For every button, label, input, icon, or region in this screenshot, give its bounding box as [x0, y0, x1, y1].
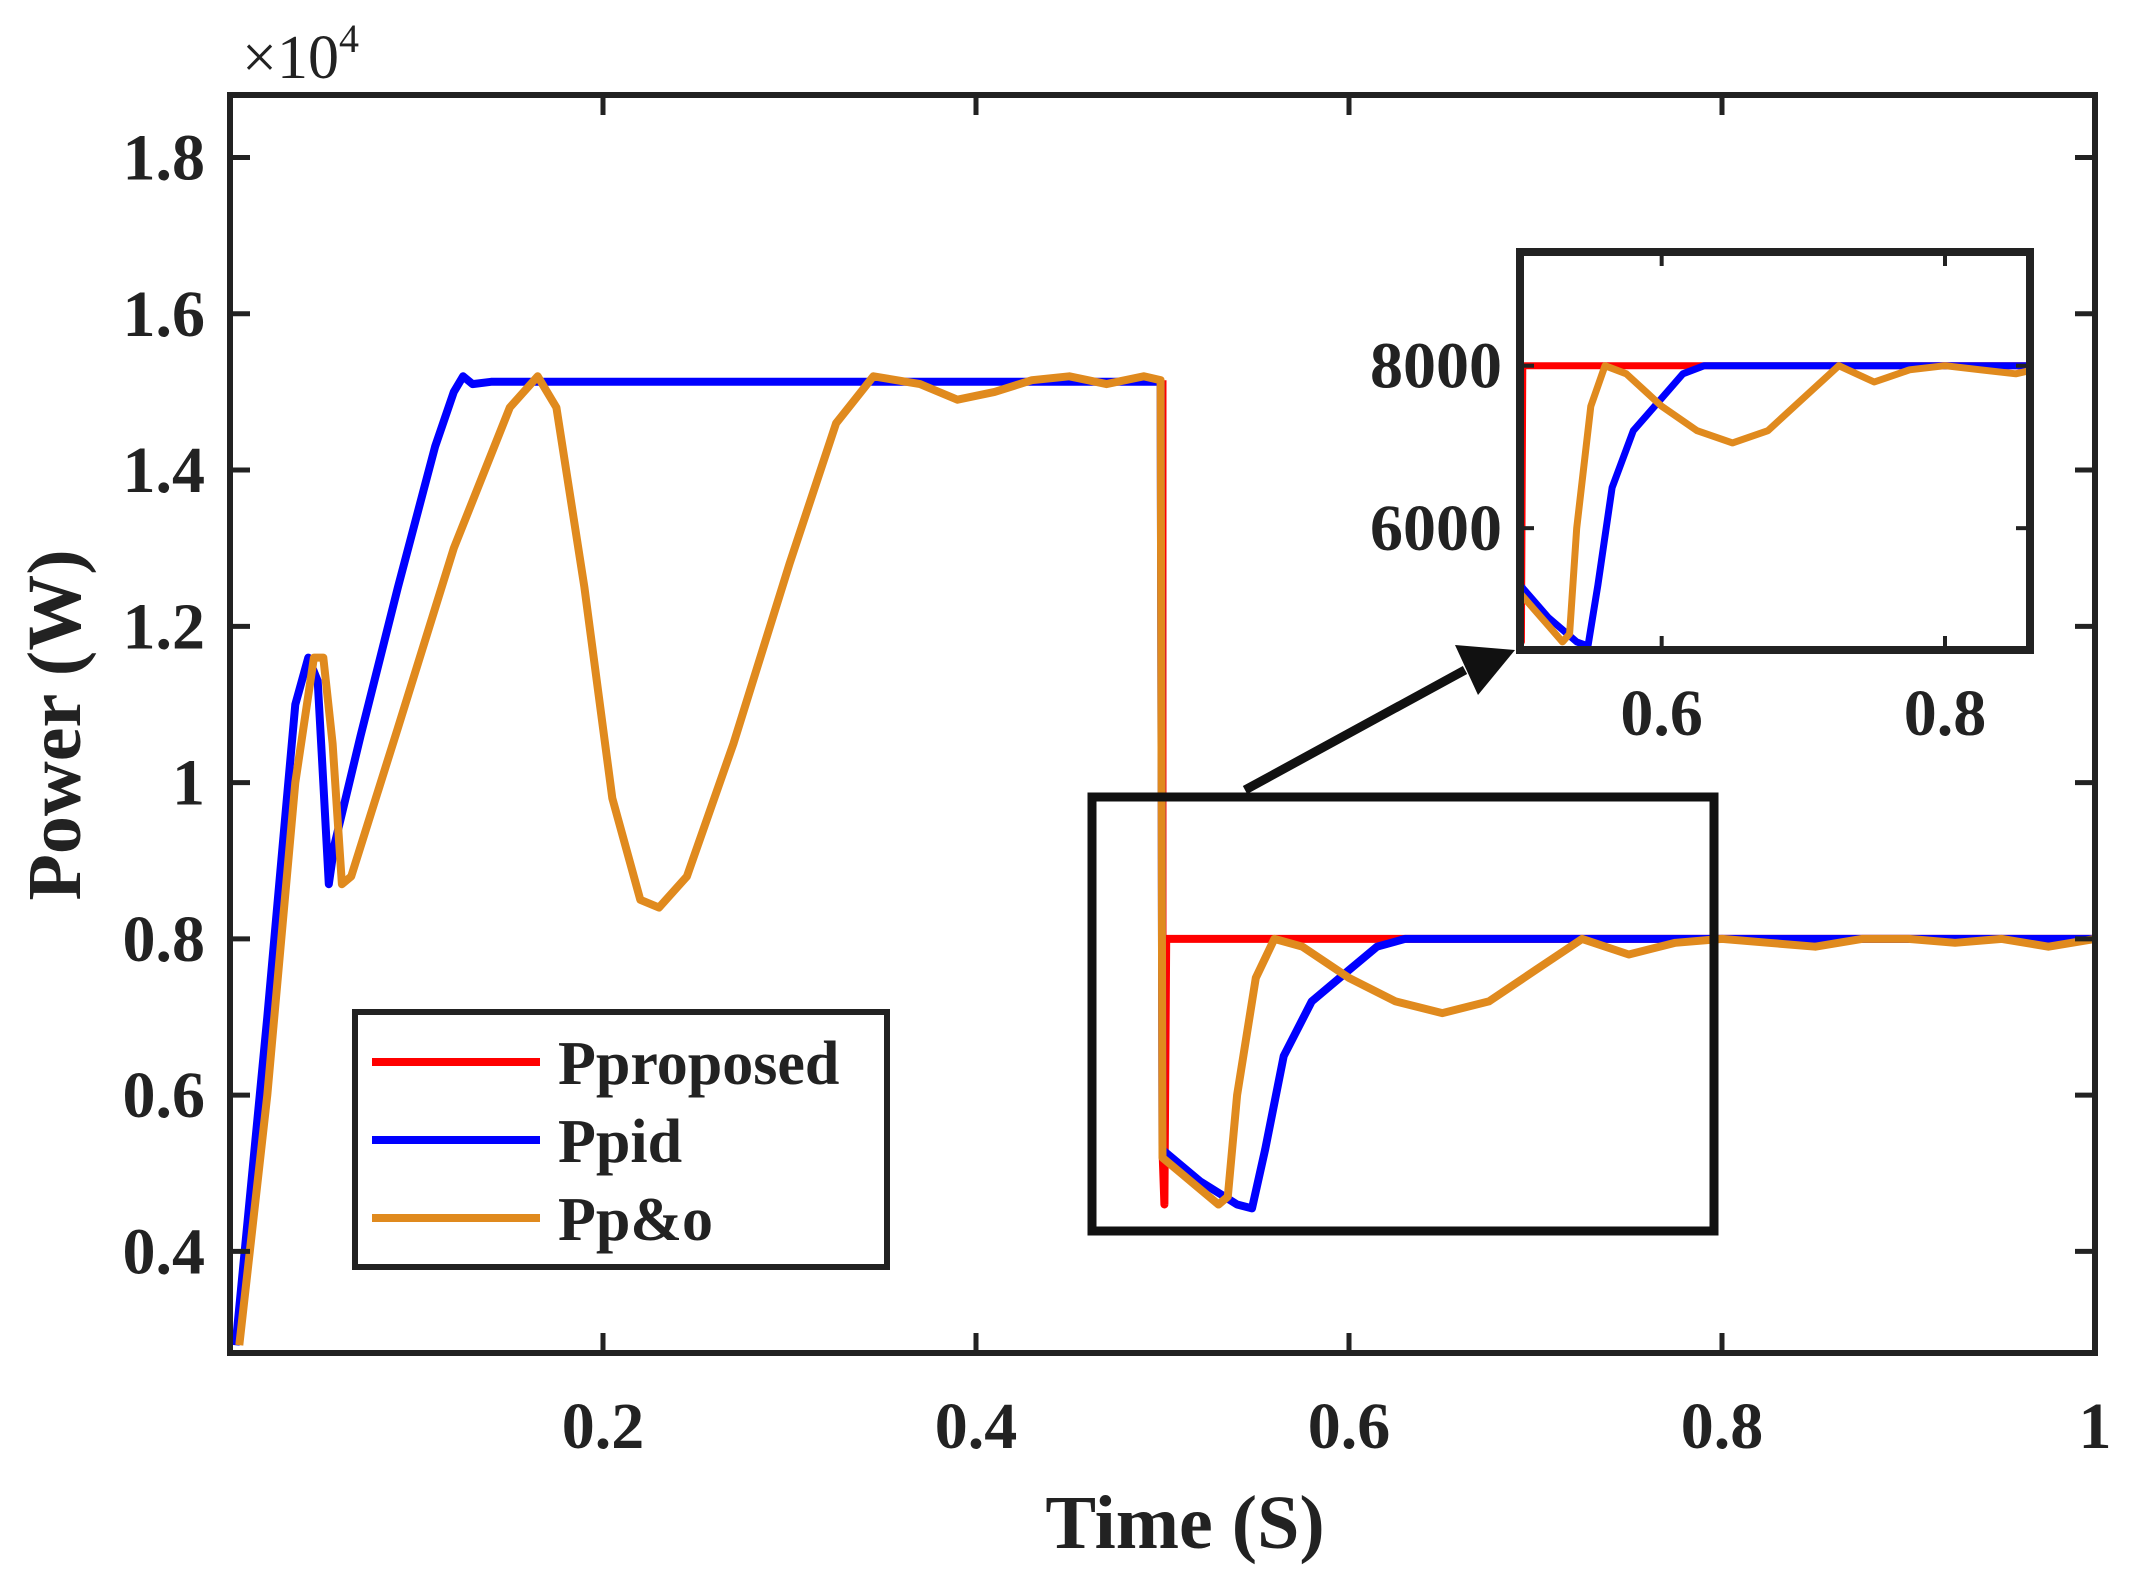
inset-x-tick-label: 0.8 — [1904, 677, 1987, 750]
zoom-region-box — [1087, 792, 1719, 1236]
inset-frame — [1516, 248, 2034, 654]
x-tick-label: 0.8 — [1681, 1390, 1764, 1463]
x-tick-labels: 0.2 0.4 0.6 0.8 1 — [562, 1390, 2112, 1463]
inset-y-tick-label: 6000 — [1370, 492, 1502, 565]
x-tick-label: 0.2 — [562, 1390, 645, 1463]
legend-label-ppid: Ppid — [558, 1108, 682, 1176]
inset-series-line-pp-o — [1520, 252, 2030, 646]
y-multiplier: ×104 — [242, 16, 359, 92]
y-tick-label: 0.8 — [123, 903, 206, 976]
zoom-arrow — [1242, 645, 1515, 794]
y-tick-label: 1 — [172, 747, 205, 820]
y-tick-label: 1.8 — [123, 122, 206, 195]
y-tick-label: 0.4 — [123, 1215, 206, 1288]
main-plot-frame — [227, 92, 2098, 1356]
x-axis-title: Time (S) — [1045, 1481, 1324, 1565]
series-line-ppid — [231, 372, 2095, 1346]
legend-label-ppo: Pp&o — [558, 1186, 713, 1254]
inset-series-line-ppid — [1520, 252, 2030, 650]
legend-label-pproposed: Pproposed — [558, 1030, 839, 1098]
y-tick-label: 1.6 — [123, 278, 206, 351]
main-plot-lines — [231, 372, 2095, 1346]
x-tick-label: 0.4 — [935, 1390, 1018, 1463]
x-tick-label: 0.6 — [1308, 1390, 1391, 1463]
series-line-pp-o — [235, 372, 2095, 1346]
y-tick-label: 1.4 — [123, 434, 206, 507]
y-tick-label: 0.6 — [123, 1059, 206, 1132]
inset-y-tick-label: 8000 — [1370, 330, 1502, 403]
inset-x-tick-labels: 0.6 0.8 — [1620, 677, 1986, 750]
inset-y-tick-labels: 6000 8000 — [1370, 330, 1502, 565]
legend: Pproposed Ppid Pp&o — [352, 1009, 890, 1270]
y-axis-title: Power (W) — [13, 549, 97, 900]
y-tick-label: 1.2 — [123, 590, 206, 663]
x-tick-label: 1 — [2079, 1390, 2112, 1463]
y-tick-labels: 0.4 0.6 0.8 1 1.2 1.4 1.6 1.8 — [123, 122, 206, 1289]
inset-x-tick-label: 0.6 — [1620, 677, 1703, 750]
inset-plot: 0.6 0.8 6000 8000 — [1370, 248, 2034, 750]
